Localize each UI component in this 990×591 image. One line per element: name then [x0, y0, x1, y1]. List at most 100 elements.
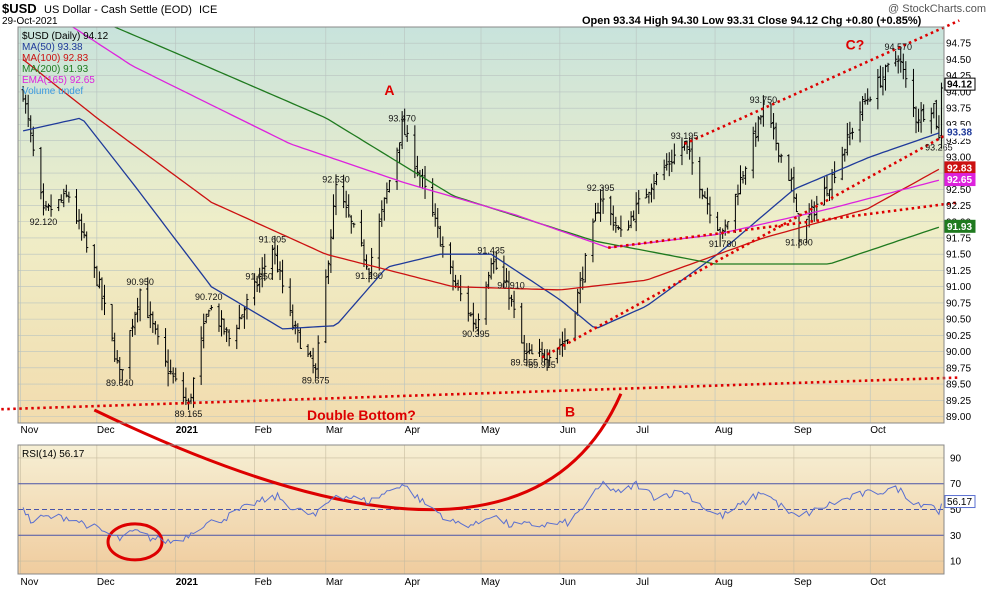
ohlc-bar: [59, 194, 63, 203]
ohlc-bar: [665, 153, 669, 171]
ohlc-bar: [876, 68, 880, 110]
ohlc-bar: [512, 290, 516, 319]
ohlc-bar: [789, 168, 793, 192]
ohlc-bar: [263, 253, 267, 281]
ohlc-bar: [438, 225, 442, 247]
ohlc-bar: [845, 122, 849, 156]
price-label: 91.290: [355, 271, 383, 281]
ohlc-bar: [525, 343, 529, 367]
ohlc-bar: [637, 190, 641, 215]
ohlc-bar: [329, 229, 333, 273]
ohlc-bar: [352, 222, 356, 228]
ohlc-bar: [929, 107, 933, 134]
price-label: 93.195: [671, 131, 699, 141]
axis-marker-label: 92.65: [947, 175, 972, 186]
ohlc-bar: [685, 140, 689, 155]
ohlc-bar: [385, 182, 389, 204]
ohlc-bar: [896, 55, 900, 74]
rsi-x-tick-label: Jun: [560, 577, 576, 588]
ohlc-bar: [899, 47, 903, 73]
y-tick-label: 91.00: [946, 282, 971, 293]
ohlc-bar: [245, 293, 249, 320]
ohlc-bar: [680, 137, 684, 166]
legend-price: $USD (Daily) 94.12: [22, 31, 109, 42]
ohlc-bar: [866, 88, 870, 105]
ohlc-bar: [632, 210, 636, 221]
ohlc-bar: [120, 369, 124, 382]
price-label: 90.910: [497, 281, 525, 291]
ohlc-bar: [868, 96, 872, 102]
moving-average-lines: [22, 27, 940, 330]
ohlc-bar: [242, 306, 247, 329]
axes: 89.00 89.25 89.50 89.75 90.00 90.25 90.50 90.75…: [21, 39, 976, 588]
ohlc-bar: [280, 259, 285, 294]
ohlc-bar: [44, 200, 48, 211]
line-ema165: [71, 27, 940, 249]
x-tick-label: Mar: [326, 425, 344, 436]
ohlc-bar: [540, 341, 544, 362]
ohlc-bar: [95, 265, 99, 287]
x-tick-label: Nov: [21, 425, 39, 436]
ohlc-bar: [237, 304, 241, 330]
ohlc-bar: [565, 339, 570, 345]
ohlc-bar: [82, 223, 86, 239]
price-label: 93.470: [388, 113, 416, 123]
ohlc-bar: [883, 64, 888, 91]
ohlc-bar: [199, 326, 203, 385]
rsi-x-tick-label: Aug: [715, 577, 733, 588]
exchange-name: ICE: [199, 4, 217, 16]
ohlc-bar: [85, 231, 89, 253]
y-tick-label: 94.50: [946, 55, 971, 66]
ohlc-bar: [423, 166, 427, 199]
price-label: 90.395: [462, 329, 490, 339]
ohlc-bar: [708, 196, 712, 224]
x-tick-label: 2021: [176, 425, 199, 436]
ohlc-bar: [509, 294, 514, 307]
rsi-x-tick-label: May: [481, 577, 500, 588]
price-label: 92.395: [587, 183, 615, 193]
ohlc-bar: [64, 184, 68, 198]
ohlc-bar: [779, 153, 783, 163]
ohlc-bar: [916, 108, 921, 132]
y-tick-label: 94.00: [946, 87, 971, 98]
ohlc-bar: [598, 189, 603, 222]
ohlc-bar: [937, 115, 941, 140]
y-tick-label: 92.50: [946, 185, 971, 196]
ohlc-bar: [487, 271, 491, 289]
ohlc-bar: [324, 269, 328, 344]
ohlc-bar: [911, 68, 916, 118]
ohlc-bar: [761, 95, 765, 127]
price-ohlc-bars: [21, 47, 944, 410]
rsi-y-tick-label: 30: [950, 531, 962, 542]
ohlc-bar: [291, 304, 295, 331]
rsi-oversold-circle: [106, 522, 164, 562]
x-tick-label: Dec: [97, 425, 115, 436]
ohlc-bar: [367, 267, 371, 283]
ohlc-bar: [807, 203, 811, 228]
ohlc-bar: [530, 344, 534, 355]
y-tick-label: 93.75: [946, 104, 971, 115]
trendline-lower-channel: [541, 126, 960, 359]
y-tick-label: 91.50: [946, 250, 971, 261]
ohlc-bar: [130, 318, 135, 337]
ohlc-bar: [583, 253, 587, 283]
ohlc-bar: [209, 305, 213, 311]
y-tick-label: 89.50: [946, 380, 971, 391]
ohlc-bar: [634, 192, 638, 232]
ohlc-bar: [100, 277, 104, 311]
ohlc-bar: [255, 275, 259, 293]
price-label: 94.570: [884, 42, 912, 52]
axis-marker-label: 91.93: [947, 222, 972, 233]
trendline-upper-channel: [683, 19, 960, 146]
ohlc-bar: [662, 159, 666, 181]
ohlc-bar: [654, 171, 659, 186]
price-label: 91.800: [785, 238, 813, 248]
ohlc-bar: [581, 266, 585, 290]
x-tick-label: Oct: [870, 425, 886, 436]
ohlc-bar: [431, 178, 435, 217]
ohlc-bar: [41, 183, 46, 216]
ohlc-bar: [448, 242, 453, 275]
rsi-x-tick-label: Mar: [326, 577, 344, 588]
ohlc-bar: [451, 260, 455, 291]
trendlines: [0, 19, 960, 411]
